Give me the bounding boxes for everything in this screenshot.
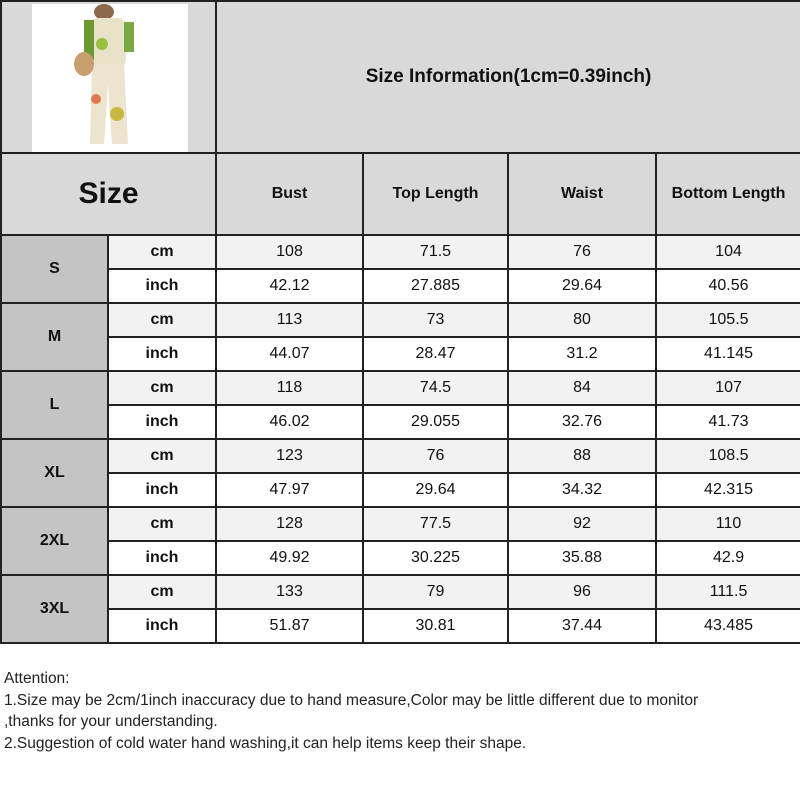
unit-label: inch	[107, 268, 217, 304]
measurement-cell: 46.02	[215, 404, 364, 440]
measurement-cell: 79	[362, 574, 509, 610]
measurement-cell: 113	[215, 302, 364, 338]
measurement-cell: 110	[654, 506, 800, 542]
product-photo	[32, 4, 188, 152]
size-header: Size	[0, 152, 217, 236]
size-row-xl-cm: XL cm 123 76 88 108.5	[0, 438, 800, 508]
size-label: M	[0, 302, 109, 372]
unit-label: cm	[107, 234, 217, 270]
measurement-cell: 84	[507, 370, 657, 406]
unit-label: inch	[107, 472, 217, 508]
measurement-cell: 28.47	[362, 336, 509, 372]
measurement-cell: 35.88	[507, 540, 657, 576]
measurement-cell: 51.87	[215, 608, 364, 644]
measurement-cell: 49.92	[215, 540, 364, 576]
size-row-2xl-cm: 2XL cm 128 77.5 92 110	[0, 506, 800, 576]
measurement-cell: 73	[362, 302, 509, 338]
measurement-cell: 96	[507, 574, 657, 610]
measurement-cell: 111.5	[654, 574, 800, 610]
measurement-cell: 40.56	[654, 268, 800, 304]
measurement-cell: 47.97	[215, 472, 364, 508]
measurement-cell: 128	[215, 506, 364, 542]
column-header-bottom-length: Bottom Length	[654, 152, 800, 236]
size-row-m-inch: inch 44.07 28.47 31.2 41.145	[1, 336, 800, 372]
size-label: XL	[0, 438, 109, 508]
size-row-s-inch: inch 42.12 27.885 29.64 40.56	[1, 268, 800, 304]
size-table: Size Information(1cm=0.39inch) Size Bust…	[0, 0, 800, 644]
measurement-cell: 133	[215, 574, 364, 610]
measurement-cell: 44.07	[215, 336, 364, 372]
unit-label: cm	[107, 574, 217, 610]
unit-label: cm	[107, 506, 217, 542]
column-header-top-length: Top Length	[362, 152, 509, 236]
size-label: 2XL	[0, 506, 109, 576]
measurement-cell: 41.145	[654, 336, 800, 372]
unit-label: inch	[107, 404, 217, 440]
measurement-cell: 80	[507, 302, 657, 338]
column-header-bust: Bust	[215, 152, 364, 236]
measurement-cell: 108.5	[654, 438, 800, 474]
unit-label: inch	[107, 336, 217, 372]
measurement-cell: 76	[362, 438, 509, 474]
measurement-cell: 74.5	[362, 370, 509, 406]
measurement-cell: 34.32	[507, 472, 657, 508]
size-row-xl-inch: inch 47.97 29.64 34.32 42.315	[1, 472, 800, 508]
measurement-cell: 107	[654, 370, 800, 406]
size-label: S	[0, 234, 109, 304]
measurement-cell: 32.76	[507, 404, 657, 440]
unit-label: cm	[107, 302, 217, 338]
size-row-3xl-cm: 3XL cm 133 79 96 111.5	[0, 574, 800, 644]
unit-label: cm	[107, 438, 217, 474]
size-row-3xl-inch: inch 51.87 30.81 37.44 43.485	[1, 608, 800, 644]
measurement-cell: 88	[507, 438, 657, 474]
column-header-waist: Waist	[507, 152, 657, 236]
measurement-cell: 42.9	[654, 540, 800, 576]
measurement-cell: 105.5	[654, 302, 800, 338]
chart-title: Size Information(1cm=0.39inch)	[214, 0, 800, 154]
measurement-cell: 104	[654, 234, 800, 270]
size-label: L	[0, 370, 109, 440]
measurement-cell: 29.64	[362, 472, 509, 508]
measurement-cell: 30.225	[362, 540, 509, 576]
size-label: 3XL	[0, 574, 109, 644]
size-row-l-inch: inch 46.02 29.055 32.76 41.73	[1, 404, 800, 440]
measurement-cell: 43.485	[654, 608, 800, 644]
measurement-cell: 92	[507, 506, 657, 542]
product-image-cell	[0, 0, 217, 154]
note-line: 1.Size may be 2cm/1inch inaccuracy due t…	[4, 691, 699, 709]
notes-heading: Attention:	[4, 670, 70, 687]
measurement-cell: 42.315	[654, 472, 800, 508]
measurement-cell: 118	[215, 370, 364, 406]
measurement-cell: 123	[215, 438, 364, 474]
measurement-cell: 30.81	[362, 608, 509, 644]
measurement-cell: 71.5	[362, 234, 509, 270]
measurement-cell: 76	[507, 234, 657, 270]
measurement-cell: 37.44	[507, 608, 657, 644]
unit-label: inch	[107, 540, 217, 576]
unit-label: cm	[107, 370, 217, 406]
attention-notes: Attention: 1.Size may be 2cm/1inch inacc…	[4, 668, 698, 754]
unit-label: inch	[107, 608, 217, 644]
measurement-cell: 42.12	[215, 268, 364, 304]
measurement-cell: 29.055	[362, 404, 509, 440]
measurement-cell: 41.73	[654, 404, 800, 440]
measurement-cell: 27.885	[362, 268, 509, 304]
measurement-cell: 31.2	[507, 336, 657, 372]
note-line: ,thanks for your understanding.	[4, 713, 218, 730]
measurement-cell: 77.5	[362, 506, 509, 542]
size-row-2xl-inch: inch 49.92 30.225 35.88 42.9	[1, 540, 800, 576]
measurement-cell: 108	[215, 234, 364, 270]
note-line: 2.Suggestion of cold water hand washing,…	[4, 734, 527, 752]
measurement-cell: 29.64	[507, 268, 657, 304]
